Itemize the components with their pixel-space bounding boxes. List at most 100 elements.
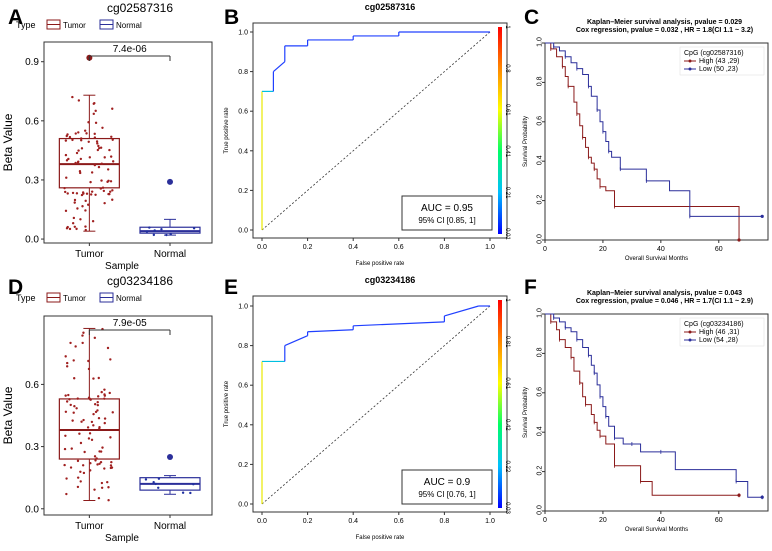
y-axis-label: True positive rate [224, 107, 230, 154]
auc-ci: 95% CI [0.76, 1] [418, 490, 475, 499]
jitter-point [93, 136, 97, 139]
km-end-point [760, 495, 764, 499]
y-tick-label: 0.9 [25, 57, 39, 68]
jitter-point [152, 233, 156, 237]
jitter-point [111, 198, 114, 201]
jitter-point [75, 227, 78, 231]
jitter-point [93, 336, 97, 340]
jitter-point [80, 193, 84, 197]
jitter-point [85, 132, 88, 135]
y-axis-label: Survival Probability [523, 387, 529, 438]
jitter-point [78, 432, 81, 435]
jitter-point [152, 481, 155, 484]
jitter-point [102, 189, 106, 193]
jitter-point [93, 455, 97, 458]
colorbar-tick-label: 0.01 [504, 228, 510, 240]
legend-label-tumor: Tumor [63, 21, 86, 30]
jitter-point [93, 132, 96, 136]
colorbar-tick-label: 0.8 [504, 64, 510, 73]
chart-title: cg02587316 [107, 1, 173, 15]
colorbar-tick-label: 1 [504, 25, 510, 29]
colorbar-tick-label: 0.41 [504, 145, 510, 157]
outlier-point [167, 178, 173, 185]
jitter-point [72, 216, 76, 220]
jitter-point [90, 171, 94, 174]
y-tick-label: 0.3 [25, 175, 39, 186]
colorbar-tick-label: 0.61 [504, 104, 510, 116]
y-tick-label: 0.0 [238, 228, 248, 235]
jitter-point [109, 180, 113, 183]
jitter-point [80, 147, 84, 150]
jitter-point [64, 394, 67, 397]
x-tick-label: Normal [154, 521, 186, 532]
colorbar-tick-label: 0.22 [504, 461, 510, 473]
x-tick-label: 1.0 [485, 244, 495, 251]
jitter-point [92, 424, 95, 427]
p-value-label: 7.4e-06 [113, 44, 147, 55]
jitter-point [65, 492, 68, 496]
x-tick-label: 0.4 [348, 518, 358, 525]
x-axis-label: Sample [105, 261, 139, 272]
jitter-point [95, 457, 98, 460]
y-tick-label: 1.0 [537, 308, 544, 318]
jitter-point [94, 193, 97, 196]
y-tick-label: 0.0 [25, 235, 39, 246]
y-tick-label: 0.8 [238, 69, 248, 76]
chart-title: cg02587316 [365, 2, 416, 12]
jitter-point [94, 459, 97, 462]
jitter-point [110, 466, 114, 469]
plot-frame [544, 313, 769, 512]
panel-label-a: A [8, 6, 23, 29]
x-tick-label: 0.0 [257, 244, 267, 251]
km-curve-low [545, 313, 763, 498]
y-tick-label: 0.4 [238, 148, 248, 155]
jitter-point [73, 225, 77, 229]
y-tick-label: 0.8 [537, 347, 544, 357]
auc-box [401, 469, 493, 505]
panel-label-e: E [224, 276, 238, 299]
jitter-point [79, 218, 82, 221]
jitter-point [69, 403, 72, 407]
colorbar [498, 27, 502, 234]
x-tick-label: 20 [599, 246, 607, 253]
jitter-point [63, 186, 66, 190]
jitter-point [109, 155, 113, 158]
jitter-point [79, 441, 83, 445]
jitter-point [88, 432, 92, 435]
y-tick-label: 1.0 [238, 30, 248, 37]
plot-frame [43, 41, 213, 244]
x-axis-label: Sample [105, 533, 139, 544]
jitter-point [100, 390, 103, 394]
jitter-point [73, 198, 77, 202]
jitter-point [63, 447, 67, 451]
jitter-point [85, 192, 89, 195]
jitter-point [71, 419, 74, 422]
jitter-point [82, 418, 85, 422]
jitter-point [78, 170, 82, 173]
auc-value: AUC = 0.9 [424, 477, 471, 488]
km-legend-label: Low (54 ,28) [699, 337, 738, 344]
km-legend-label: High (43 ,29) [699, 58, 739, 65]
jitter-point [169, 232, 172, 236]
jitter-point [106, 346, 110, 350]
jitter-point [100, 179, 103, 182]
jitter-point [108, 391, 111, 395]
jitter-point [91, 219, 95, 223]
y-axis-label: True positive rate [224, 380, 230, 427]
y-tick-label: 0.4 [238, 422, 248, 429]
jitter-point [111, 138, 114, 142]
y-tick-label: 1.0 [238, 304, 248, 311]
jitter-point [153, 229, 156, 232]
jitter-point [76, 485, 80, 489]
jitter-point [93, 101, 96, 105]
jitter-point [63, 190, 67, 194]
jitter-point [87, 140, 90, 143]
jitter-point [192, 227, 196, 230]
jitter-point [64, 355, 67, 358]
roc-curve-segment [444, 305, 479, 317]
roc-curve-segment [307, 329, 354, 333]
panel-f-km: Kaplan–Meier survival analysis, pvalue =… [523, 290, 769, 533]
jitter-point [94, 410, 98, 414]
x-tick-label: 0.0 [257, 518, 267, 525]
roc-curve-segment [284, 335, 308, 347]
